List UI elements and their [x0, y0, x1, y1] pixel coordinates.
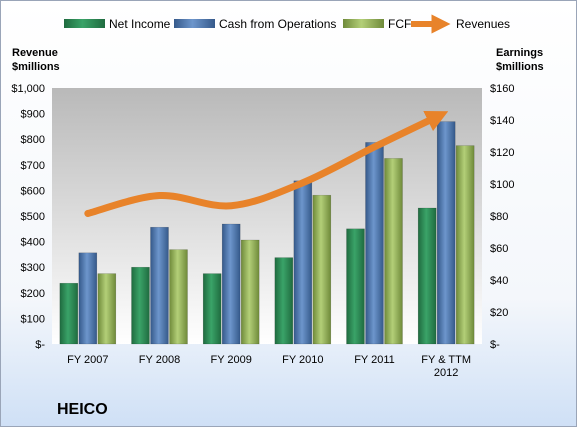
x-axis: FY 2007 FY 2008 FY 2009 FY 2010 FY 2011 FY & …: [67, 354, 471, 379]
cash-from-operations-bar: [221, 223, 241, 345]
x-tick-label: FY 2010: [282, 354, 323, 366]
legend-label-net-income: Net Income: [109, 17, 171, 31]
net-income-bar: [202, 273, 222, 345]
legend-label-cash-from-operations: Cash from Operations: [219, 17, 336, 31]
fcf-bar: [169, 249, 188, 345]
right-tick-label: $20: [490, 307, 508, 319]
x-tick-label: FY 2007: [67, 354, 108, 366]
legend-label-revenues: Revenues: [456, 17, 510, 31]
left-tick-label: $100: [21, 313, 45, 325]
revenue-series: [84, 110, 449, 217]
left-tick-label: $500: [21, 211, 45, 223]
cash-from-operations-bar: [150, 226, 169, 345]
left-tick-label: $200: [21, 288, 45, 300]
fcf-bar: [97, 273, 117, 345]
left-tick-label: $-: [35, 339, 45, 351]
right-tick-label: $120: [490, 147, 514, 159]
legend-swatch-fcf: [343, 19, 384, 28]
right-axis: $- $20 $40 $60 $80 $100 $120 $140 $160: [490, 83, 514, 351]
right-tick-label: $60: [490, 243, 508, 255]
cash-from-operations-bar: [365, 142, 384, 345]
x-tick-label: FY & TTM 2012: [421, 354, 471, 379]
bars: [59, 121, 475, 345]
right-tick-label: $-: [490, 339, 500, 351]
right-tick-label: $80: [490, 211, 508, 223]
left-tick-label: $400: [21, 237, 45, 249]
legend-label-fcf: FCF: [388, 17, 411, 31]
net-income-bar: [346, 228, 365, 345]
left-tick-label: $700: [21, 160, 45, 172]
right-tick-label: $40: [490, 275, 508, 287]
left-tick-label: $600: [21, 185, 45, 197]
net-income-bar: [59, 282, 79, 345]
x-tick-label: FY 2009: [210, 354, 251, 366]
right-tick-label: $100: [490, 179, 514, 191]
cash-from-operations-bar: [436, 121, 456, 345]
right-tick-label: $160: [490, 83, 514, 95]
fcf-bar: [312, 194, 332, 345]
x-tick-label: FY 2008: [139, 354, 180, 366]
net-income-bar: [274, 257, 294, 345]
company-label: HEICO: [57, 401, 108, 418]
left-axis: $- $100 $200 $300 $400 $500 $600 $700 $800 $900 $1…: [11, 83, 45, 351]
left-tick-label: $300: [21, 262, 45, 274]
left-tick-label: $800: [21, 134, 45, 146]
fcf-bar: [240, 239, 260, 345]
fcf-bar: [384, 158, 403, 345]
left-tick-label: $1,000: [11, 83, 45, 95]
revenues-line: [84, 110, 449, 217]
left-axis-title: Revenue $millions: [12, 47, 60, 73]
fcf-bar: [455, 145, 475, 345]
x-tick-label: FY 2011: [354, 354, 395, 366]
legend-swatch-net-income: [64, 19, 105, 28]
cash-from-operations-bar: [78, 252, 98, 345]
left-tick-label: $900: [21, 109, 45, 121]
right-tick-label: $140: [490, 115, 514, 127]
net-income-bar: [131, 266, 150, 345]
cash-from-operations-bar: [293, 180, 313, 345]
net-income-bar: [417, 207, 437, 345]
legend: Net Income Cash from Operations FCF Reve…: [64, 14, 510, 34]
right-axis-title: Earnings $millions: [496, 47, 544, 73]
legend-swatch-cash-from-operations: [174, 19, 215, 28]
